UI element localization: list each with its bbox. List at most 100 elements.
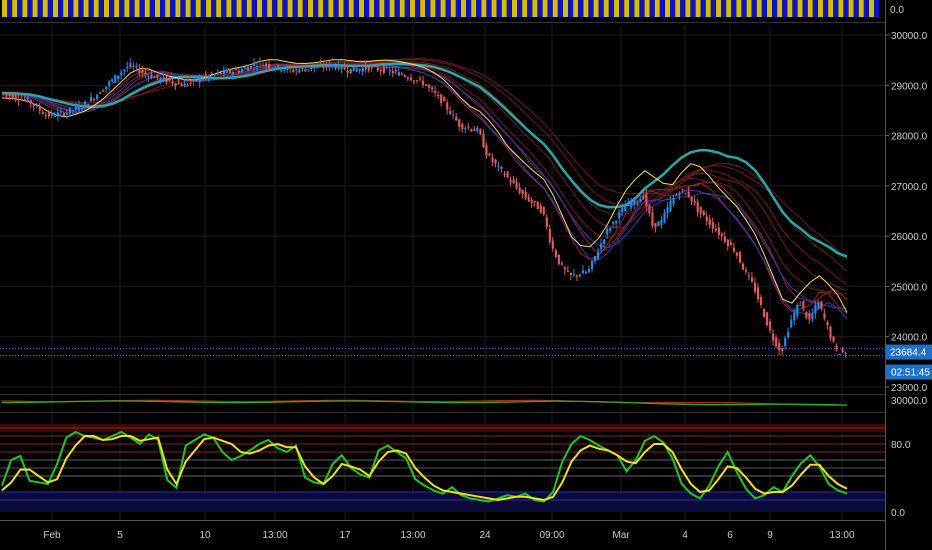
candle-body — [135, 66, 138, 68]
candle-body — [542, 206, 545, 215]
candle-body — [784, 338, 787, 346]
candle-body — [735, 252, 739, 256]
candle-body — [126, 66, 129, 69]
top-bar-blue — [251, 0, 257, 17]
top-bar-yellow — [399, 0, 405, 17]
top-bar-blue — [721, 0, 726, 17]
top-bar-yellow — [869, 0, 874, 17]
countdown-label: 02:51:45 — [891, 368, 930, 379]
candle-body — [418, 78, 422, 80]
top-bar-yellow — [716, 0, 721, 17]
candle-body — [53, 115, 57, 117]
top-bar-yellow — [675, 0, 681, 17]
stoch-tick-80: 80.0 — [891, 440, 911, 451]
candle-body — [195, 79, 198, 81]
top-indicator-bars — [2, 0, 879, 17]
time-tick-label: 13:00 — [829, 530, 854, 541]
top-bar-yellow — [42, 0, 48, 17]
candle-body — [672, 197, 675, 205]
candle-body — [147, 76, 150, 78]
top-bar-yellow — [644, 0, 650, 17]
top-bar-blue — [170, 0, 176, 17]
candle-body — [183, 83, 186, 87]
top-bar-yellow — [175, 0, 181, 17]
price-tick-label: 26000.0 — [891, 232, 928, 243]
fast-ma-line — [1, 59, 848, 313]
candle-body — [8, 93, 11, 96]
price-panel[interactable] — [0, 57, 885, 358]
top-bar-blue — [302, 0, 308, 17]
candle-body — [20, 98, 23, 101]
candle-body — [47, 112, 50, 117]
candle-body — [177, 83, 180, 85]
candle-body — [536, 201, 539, 210]
candle-body — [437, 95, 440, 97]
candle-body — [17, 98, 20, 101]
candle-body — [597, 251, 600, 259]
candle-body — [711, 221, 714, 229]
candle-body — [340, 65, 343, 69]
candle-body — [2, 92, 5, 94]
candle-body — [687, 191, 690, 198]
candle-body — [753, 282, 757, 292]
candle-body — [518, 187, 521, 193]
candle-body — [645, 193, 648, 207]
candle-body — [379, 69, 382, 72]
candle-body — [421, 80, 425, 85]
candle-body — [820, 301, 823, 309]
candle-body — [29, 100, 32, 104]
top-bar-yellow — [379, 0, 385, 17]
candle-body — [609, 228, 612, 231]
candle-body — [434, 91, 437, 93]
top-bar-yellow — [124, 0, 130, 17]
candle-body — [690, 196, 693, 202]
price-axis[interactable]: 0.0 30000.0 29000.0 28000.0 27000.0 26000.0 25… — [885, 0, 932, 550]
candle-body — [74, 106, 78, 110]
top-bar-blue — [190, 0, 196, 17]
candle-body — [198, 77, 201, 83]
candle-body — [808, 313, 811, 320]
time-axis[interactable]: Feb 5 10 13:00 17 13:00 24 09:00 Mar 4 6 9 13:00 — [0, 520, 885, 542]
candle-body — [207, 75, 210, 79]
candle-body — [793, 312, 796, 321]
top-bar-blue — [690, 0, 696, 17]
top-bar-yellow — [338, 0, 344, 17]
candle-body — [612, 221, 615, 225]
top-bar-blue — [629, 0, 635, 17]
candle-body — [545, 217, 548, 227]
candle-body — [355, 68, 358, 72]
top-bar-yellow — [654, 0, 660, 17]
candle-body — [452, 114, 455, 116]
top-bar-yellow — [767, 0, 772, 17]
candle-body — [566, 270, 570, 272]
candle-body — [32, 103, 35, 106]
candle-body — [494, 159, 497, 164]
candle-body — [515, 182, 518, 188]
top-bar-blue — [578, 0, 584, 17]
last-price-label: 23684.4 — [890, 348, 927, 359]
candle-body — [246, 66, 250, 71]
candle-body — [826, 321, 829, 326]
candle-body — [364, 65, 367, 70]
stochastic-panel[interactable] — [0, 424, 885, 512]
candle-body — [144, 72, 147, 75]
candle-body — [228, 69, 232, 73]
top-bar-yellow — [858, 0, 864, 17]
top-bar-blue — [823, 0, 828, 17]
candle-body — [415, 80, 419, 82]
top-bar-blue — [415, 0, 420, 17]
time-tick-label: 4 — [682, 530, 688, 541]
candle-body — [497, 165, 500, 167]
top-bar-blue — [833, 0, 839, 17]
candle-body — [814, 304, 817, 314]
top-bar-yellow — [542, 0, 548, 17]
candle-body — [93, 99, 96, 101]
top-bar-yellow — [93, 0, 99, 17]
time-tick-label: 9 — [767, 530, 773, 541]
candle-body — [83, 101, 87, 105]
candle-body — [328, 63, 331, 68]
candle-body — [283, 69, 286, 71]
candle-body — [171, 81, 174, 84]
top-bar-yellow — [787, 0, 793, 17]
